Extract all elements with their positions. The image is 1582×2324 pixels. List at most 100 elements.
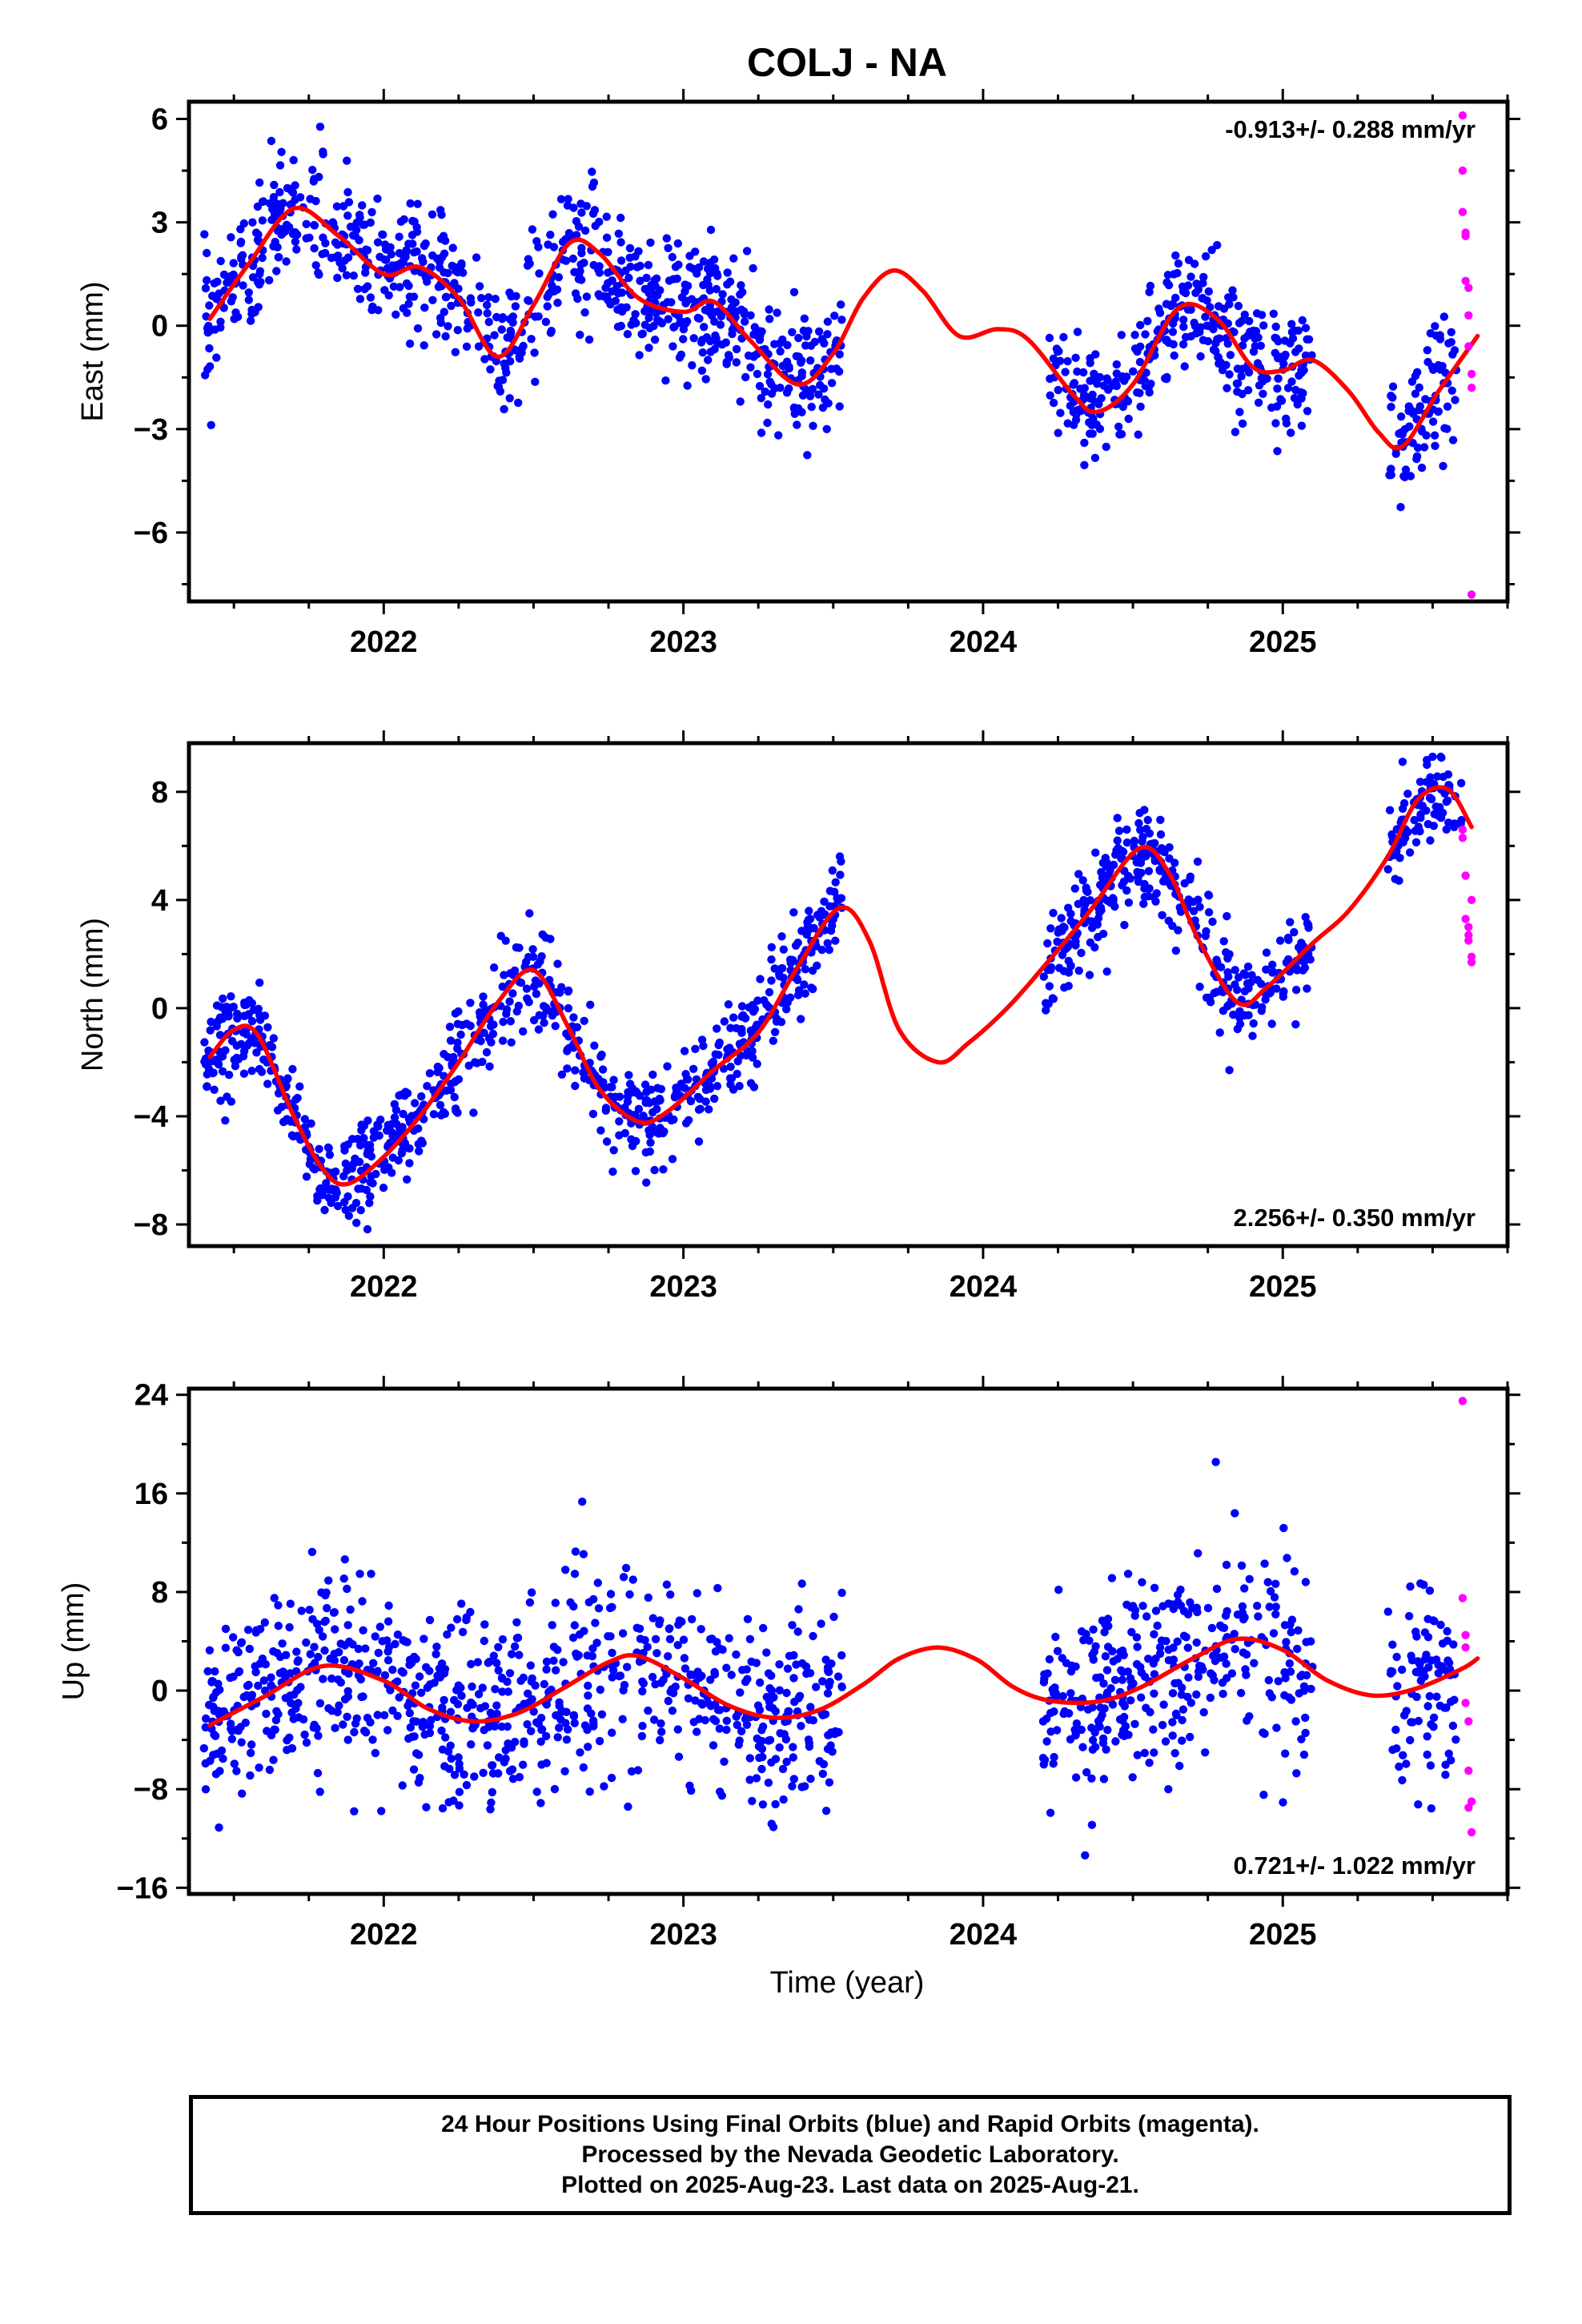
final-orbit-point bbox=[660, 1127, 669, 1136]
final-orbit-point bbox=[410, 1099, 420, 1108]
final-orbit-point bbox=[319, 233, 327, 242]
final-orbit-point bbox=[697, 1671, 706, 1680]
final-orbit-point bbox=[1066, 1689, 1075, 1698]
final-orbit-point bbox=[577, 208, 586, 217]
final-orbit-point bbox=[361, 1644, 370, 1653]
final-orbit-point bbox=[386, 1686, 395, 1695]
final-orbit-point bbox=[486, 1022, 496, 1031]
final-orbit-point bbox=[806, 1775, 815, 1783]
final-orbit-point bbox=[656, 1719, 665, 1728]
final-orbit-point bbox=[1043, 965, 1053, 975]
final-orbit-point bbox=[659, 1165, 668, 1174]
final-orbit-point bbox=[280, 1116, 289, 1126]
final-orbit-point bbox=[1054, 428, 1062, 437]
final-orbit-point bbox=[422, 1803, 431, 1811]
final-orbit-point bbox=[1156, 815, 1165, 824]
final-orbit-point bbox=[571, 1066, 580, 1075]
final-orbit-point bbox=[1212, 955, 1221, 964]
final-orbit-point bbox=[1294, 326, 1303, 335]
final-orbit-point bbox=[436, 1100, 445, 1110]
final-orbit-point bbox=[728, 303, 737, 312]
final-orbit-point bbox=[1192, 279, 1201, 288]
final-orbit-point bbox=[1159, 1700, 1168, 1709]
final-orbit-point bbox=[281, 1694, 290, 1703]
final-orbit-point bbox=[244, 296, 253, 304]
final-orbit-point bbox=[273, 1649, 282, 1658]
final-orbit-point bbox=[553, 1646, 562, 1655]
final-orbit-point bbox=[570, 1719, 579, 1727]
final-orbit-point bbox=[1233, 387, 1242, 396]
final-orbit-point bbox=[446, 1086, 456, 1095]
final-orbit-point bbox=[343, 187, 352, 197]
final-orbit-point bbox=[608, 1673, 616, 1682]
final-orbit-point bbox=[447, 301, 456, 311]
final-orbit-point bbox=[1413, 443, 1423, 452]
final-orbit-point bbox=[245, 1644, 254, 1654]
final-orbit-point bbox=[1077, 948, 1086, 958]
final-orbit-point bbox=[1262, 948, 1271, 957]
final-orbit-point bbox=[221, 1624, 231, 1634]
final-orbit-point bbox=[344, 1669, 353, 1678]
final-orbit-point bbox=[343, 1621, 352, 1630]
rapid-orbit-point bbox=[1464, 311, 1473, 320]
final-orbit-point bbox=[1385, 806, 1395, 814]
final-orbit-point bbox=[333, 240, 342, 249]
final-orbit-point bbox=[1123, 1570, 1133, 1578]
final-orbit-point bbox=[733, 1069, 741, 1079]
final-orbit-point bbox=[320, 1205, 329, 1215]
final-orbit-point bbox=[1386, 1669, 1395, 1678]
final-orbit-point bbox=[444, 322, 452, 331]
final-orbit-point bbox=[449, 1052, 458, 1062]
final-orbit-point bbox=[1279, 1798, 1287, 1807]
final-orbit-point bbox=[302, 219, 311, 228]
final-orbit-point bbox=[797, 1015, 805, 1023]
final-orbit-point bbox=[1269, 309, 1279, 318]
final-orbit-point bbox=[255, 978, 264, 987]
final-orbit-point bbox=[415, 1672, 424, 1681]
final-orbit-point bbox=[1266, 1586, 1275, 1596]
final-orbit-point bbox=[1212, 987, 1222, 996]
final-orbit-point bbox=[246, 1748, 255, 1758]
final-orbit-point bbox=[311, 261, 320, 270]
final-orbit-point bbox=[588, 167, 596, 176]
final-orbit-point bbox=[317, 1588, 326, 1597]
final-orbit-point bbox=[1145, 884, 1154, 893]
final-orbit-point bbox=[365, 1199, 374, 1208]
final-orbit-point bbox=[803, 922, 813, 931]
final-orbit-point bbox=[572, 1023, 582, 1031]
final-orbit-point bbox=[1225, 1066, 1234, 1075]
final-orbit-point bbox=[552, 1666, 560, 1675]
final-orbit-point bbox=[825, 902, 834, 911]
final-orbit-point bbox=[1426, 329, 1435, 338]
final-orbit-point bbox=[1423, 346, 1432, 355]
final-orbit-point bbox=[454, 284, 463, 293]
final-orbit-point bbox=[349, 1160, 358, 1168]
final-orbit-point bbox=[207, 1017, 215, 1027]
final-orbit-point bbox=[1049, 995, 1058, 1003]
final-orbit-point bbox=[474, 1690, 484, 1699]
final-orbit-point bbox=[390, 1113, 400, 1122]
final-orbit-point bbox=[662, 234, 671, 243]
final-orbit-point bbox=[511, 302, 520, 311]
final-orbit-point bbox=[467, 1659, 476, 1669]
final-orbit-point bbox=[788, 1782, 797, 1791]
final-orbit-point bbox=[801, 341, 810, 350]
final-orbit-point bbox=[1271, 1579, 1280, 1589]
final-orbit-point bbox=[1261, 995, 1270, 1004]
final-orbit-point bbox=[771, 1707, 780, 1716]
final-orbit-point bbox=[797, 408, 806, 416]
final-orbit-point bbox=[1216, 963, 1226, 971]
final-orbit-point bbox=[474, 308, 483, 317]
final-orbit-point bbox=[746, 363, 755, 372]
final-orbit-point bbox=[499, 1017, 508, 1027]
final-orbit-point bbox=[623, 1663, 632, 1671]
final-orbit-point bbox=[1110, 902, 1119, 911]
final-orbit-point bbox=[642, 1096, 652, 1105]
final-orbit-point bbox=[1219, 1007, 1228, 1015]
final-orbit-point bbox=[1089, 1625, 1098, 1634]
final-orbit-point bbox=[625, 1590, 634, 1599]
final-orbit-point bbox=[262, 1709, 271, 1719]
up-y-axis-label: Up (mm) bbox=[57, 1582, 90, 1701]
final-orbit-point bbox=[294, 1699, 303, 1707]
final-orbit-point bbox=[483, 1741, 492, 1750]
